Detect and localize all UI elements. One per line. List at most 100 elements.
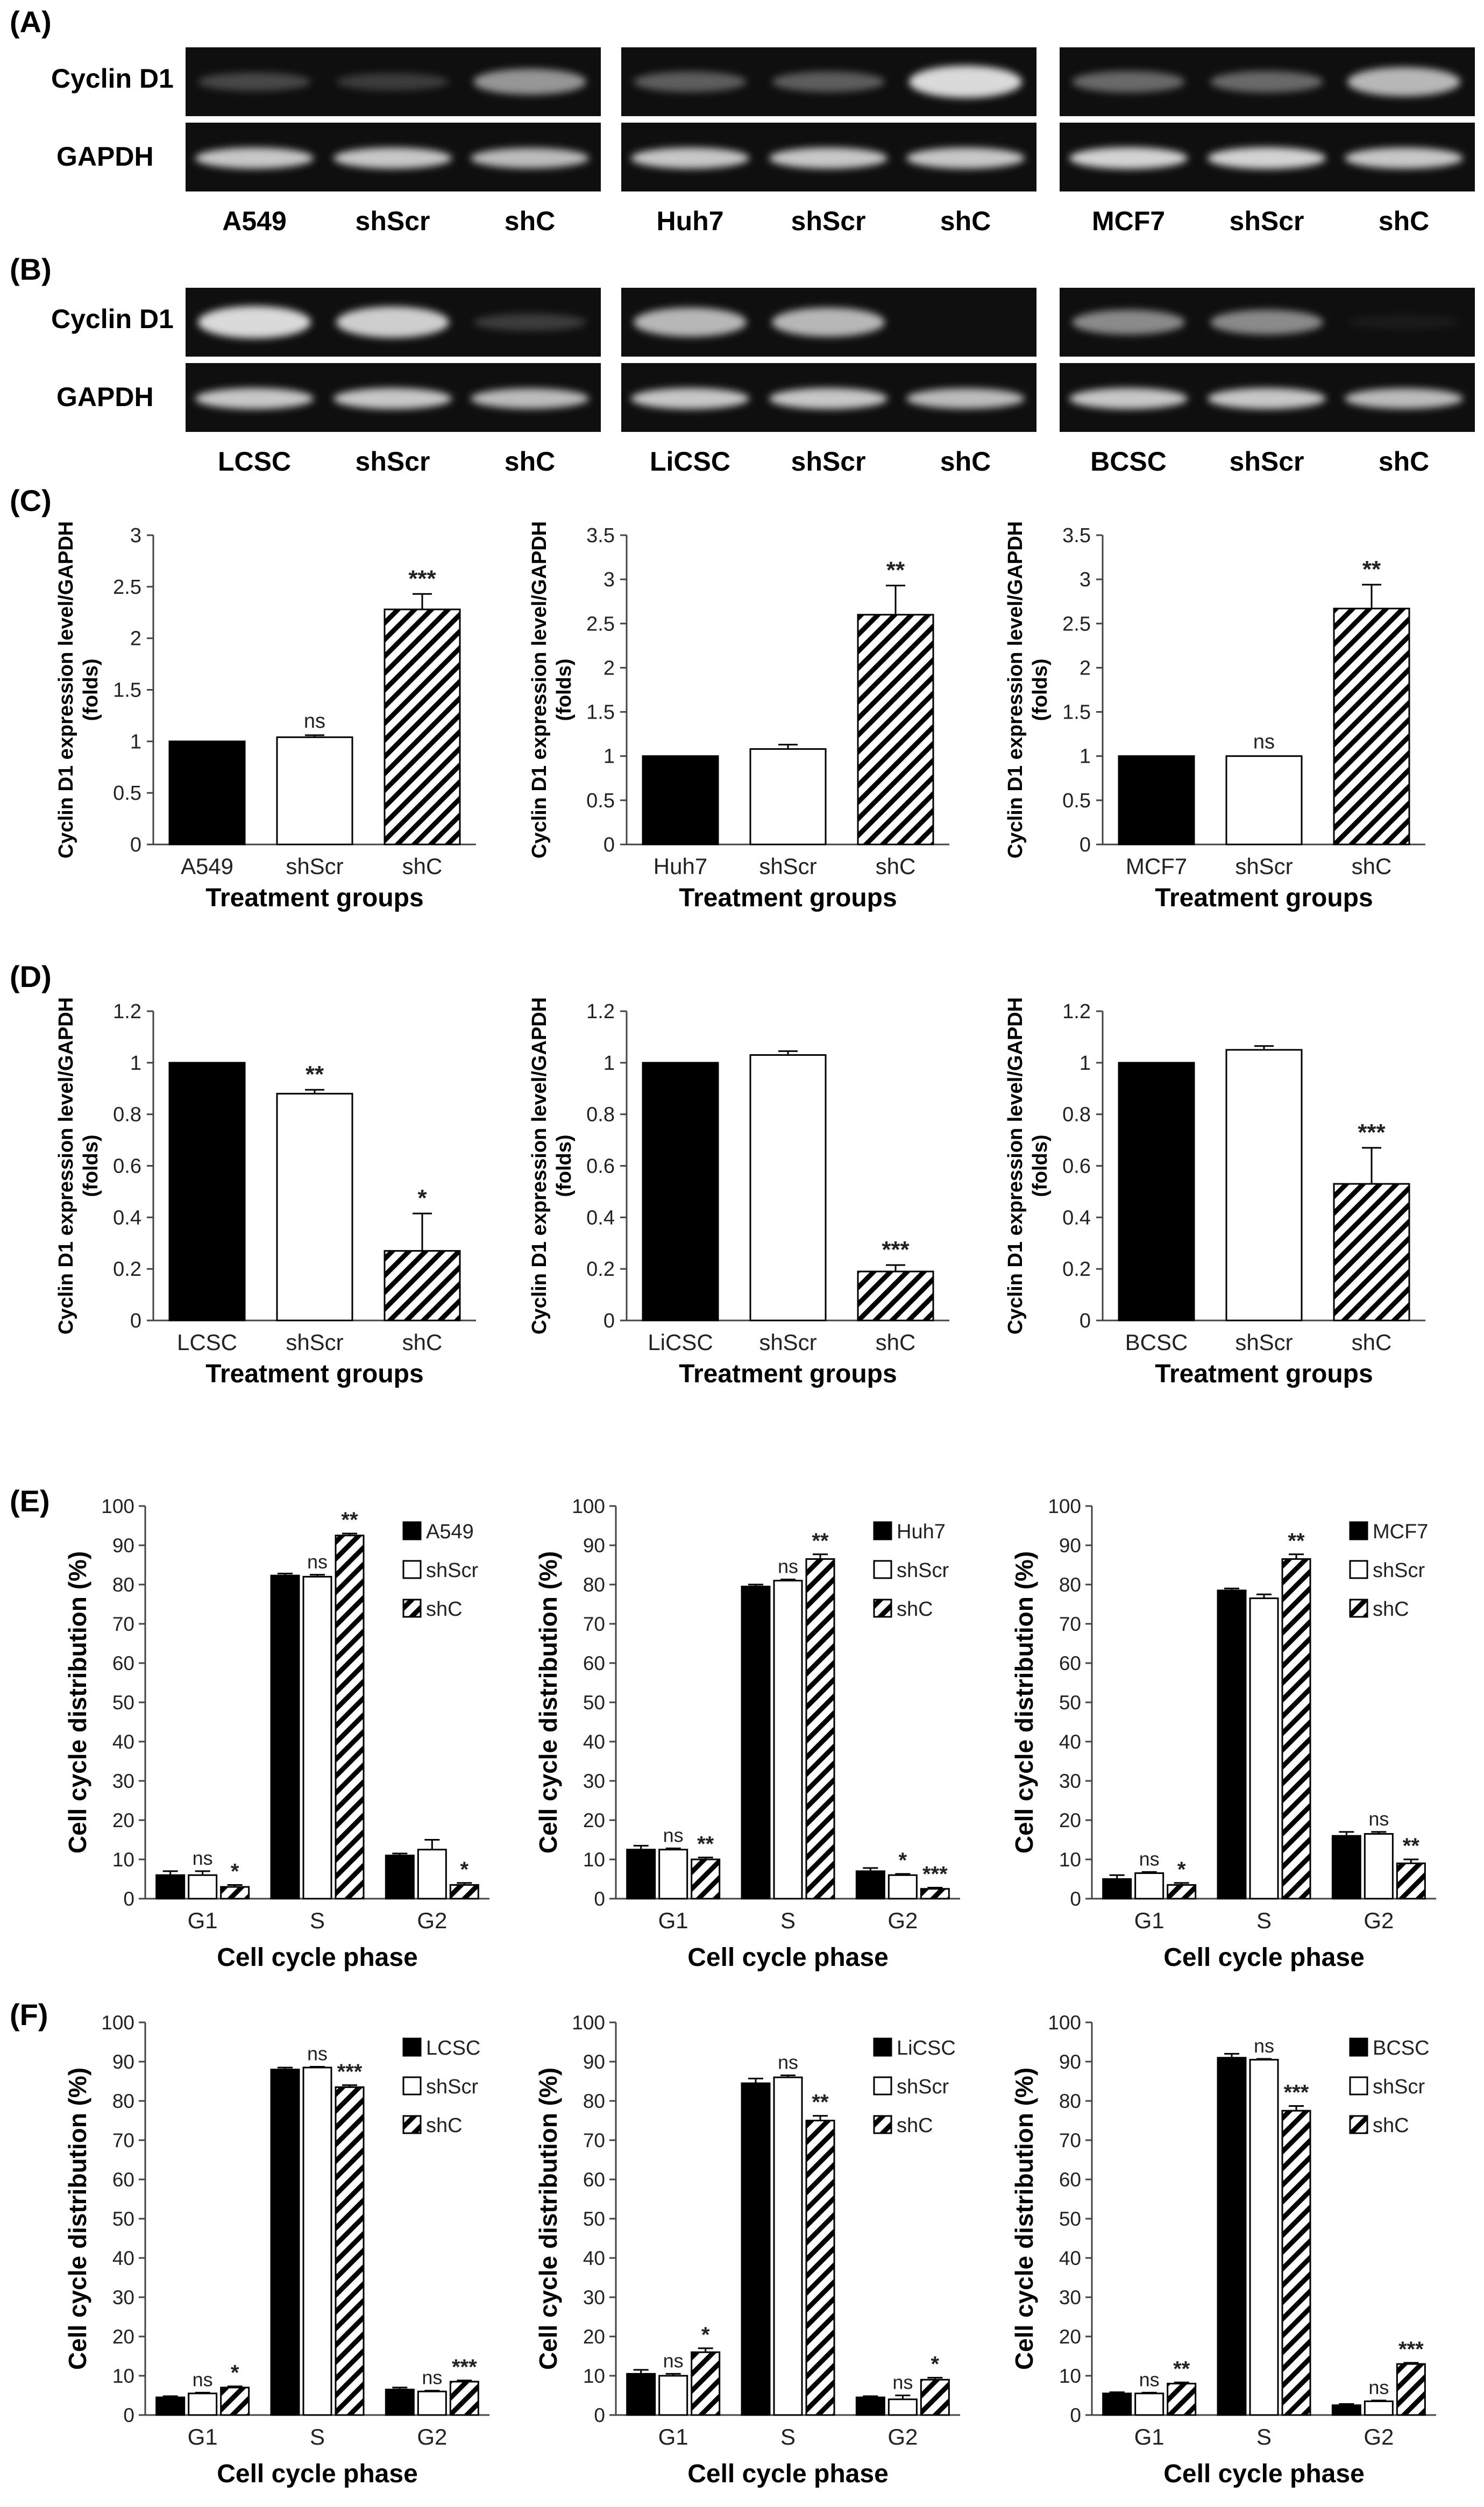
y-tick-label: 2 [603,657,615,679]
chart-d2: Cyclin D1 expression level/GAPDH (folds) 0… [528,997,949,1388]
y-tick-label: 10 [1059,2365,1081,2387]
legend-label: shScr [426,1559,478,1582]
significance-label: ** [812,2091,829,2114]
x-tick-label: shScr [286,854,343,879]
bar-s-shc [1281,2110,1311,2416]
y-tick-label: 80 [583,1574,605,1596]
legend-label: LCSC [426,2037,480,2059]
legend-label: shC [897,2114,933,2137]
x-axis-label: Cell cycle phase [217,1943,418,1972]
lane-label: shC [505,206,555,236]
y-axis-label-line: Cyclin D1 expression level/GAPDH [528,997,551,1334]
y-axis-label: Cell cycle distribution (%) [63,2068,91,2370]
x-tick-label: shScr [759,1330,816,1355]
band-cyclin-d1 [473,69,586,95]
x-tick-label: shScr [1235,1330,1293,1355]
panel-label-e: (E) [10,1484,50,1518]
bar-shscr [749,748,827,846]
y-tick-label: 20 [583,1809,605,1831]
bar-g1-a549 [155,1874,186,1900]
y-axis-label: Cell cycle distribution (%) [63,1551,91,1853]
bar-shscr [1225,755,1303,846]
chart-f2: Cell cycle distribution (%) 0 10 20 30 40 50 60… [534,2012,960,2488]
bar-g1-shscr [658,1849,688,1900]
band-cyclin-d1 [772,72,885,92]
y-tick-label: 100 [1048,1495,1081,1517]
y-tick-label: 10 [583,2365,605,2387]
y-tick-label: 0.2 [113,1258,141,1281]
y-tick-label: 10 [1059,1849,1081,1871]
y-tick-label: 70 [1059,2129,1081,2151]
band-gapdh [906,147,1025,169]
y-tick-label: 0 [1070,2404,1081,2426]
y-tick-label: 50 [583,2208,605,2230]
band-gapdh [471,388,589,409]
significance-label: ns [1368,1808,1389,1830]
y-tick-label: 0 [603,834,615,856]
bar-s-shc [335,2086,365,2416]
bar-g2-shscr [417,2390,447,2416]
significance-label: ns [778,2051,798,2073]
bar-shc [384,608,461,846]
panel-label-f: (F) [10,1998,48,2032]
x-tick-label: G1 [658,2424,688,2449]
y-tick-label: 90 [112,1535,134,1557]
legend-swatch-shscr [1349,2076,1368,2096]
y-axis-label: Cell cycle distribution (%) [534,1551,562,1853]
chart-e3: Cell cycle distribution (%) 0 10 20 30 40 50 60… [1010,1495,1436,1972]
y-tick-label: 100 [101,2012,134,2034]
band-gapdh [1069,388,1188,409]
panel-label-b: (B) [10,252,52,286]
x-tick-label: G2 [417,1908,447,1933]
x-tick-label: S [1256,2424,1272,2449]
band-gapdh [1208,147,1326,169]
blot-group-b-3: BCSC shScr shC [1060,288,1475,477]
y-tick-label: 0 [130,834,141,856]
legend-label: shScr [1373,1559,1425,1582]
bar-shscr [276,736,353,846]
x-tick-label: G2 [887,2424,918,2449]
bar-g1-shc [691,2351,721,2416]
blot-label-cyclin-d1: Cyclin D1 [51,304,174,334]
y-tick-label: 60 [1059,2169,1081,2191]
y-tick-label: 0.6 [586,1155,615,1178]
bar-g2-shc [449,2381,479,2416]
significance-label: * [417,1185,427,1211]
significance-label: ** [812,1529,829,1553]
legend-swatch-shscr [402,2076,422,2096]
lane-label: shScr [356,206,430,236]
y-tick-label: 0 [1080,1310,1091,1332]
bar-g2-shscr [1364,2400,1394,2416]
y-axis-label-line: (folds) [553,1134,576,1197]
significance-label: * [899,1849,907,1872]
lane-label: shC [1379,446,1429,477]
y-tick-label: 90 [1059,2051,1081,2073]
y-tick-label: 2.5 [1062,613,1091,635]
band-cyclin-d1 [198,73,311,91]
significance-label: * [1177,1858,1186,1881]
y-tick-label: 0.4 [1062,1206,1091,1229]
y-tick-label: 0.2 [586,1258,615,1281]
x-tick-label: G1 [188,1908,218,1933]
bar-g2-shscr [1364,1833,1394,1900]
bar-s-mcf7 [1217,1589,1247,1900]
x-tick-label: G1 [188,2424,218,2449]
bar-s-licsc [741,2082,771,2416]
band-gapdh [906,388,1025,409]
band-cyclin-d1 [1210,71,1323,93]
y-tick-label: 20 [112,1809,134,1831]
lane-label: BCSC [1090,446,1167,477]
significance-label: *** [882,1237,910,1263]
bar-g1-shc [691,1858,721,1900]
y-tick-label: 0.5 [1062,790,1091,812]
x-tick-label: S [780,1908,796,1933]
band-gapdh [471,148,589,168]
x-tick-label: G2 [887,1908,918,1933]
blot-group-b-2: LiCSC shScr shC [621,288,1036,477]
significance-label: ns [778,1556,798,1578]
chart-c3: Cyclin D1 expression level/GAPDH (folds) 0… [1004,521,1425,912]
bar-s-shscr [1249,1597,1279,1900]
y-tick-label: 50 [583,1692,605,1714]
y-tick-label: 80 [583,2090,605,2112]
